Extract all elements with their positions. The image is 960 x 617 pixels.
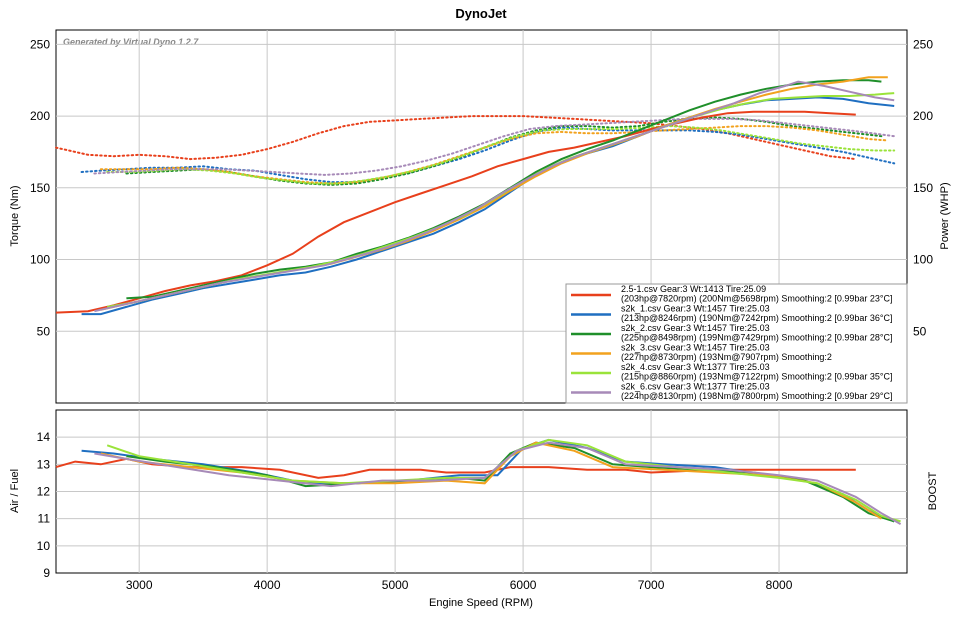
- legend-entry-name: s2k_2.csv Gear:3 Wt:1457 Tire:25.03: [621, 323, 770, 333]
- top-ytick-right: 150: [913, 181, 933, 195]
- bottom-ytick-left: 12: [37, 485, 51, 499]
- power-line-2.5-1: [55, 115, 857, 161]
- x-axis-label: Engine Speed (RPM): [429, 597, 533, 609]
- bottom-ylabel-left: Air / Fuel: [9, 469, 21, 513]
- torque-line-s2k_6: [94, 80, 895, 313]
- legend-entry-stats: (225hp@8498rpm) (199Nm@7429rpm) Smoothin…: [621, 333, 893, 343]
- top-ytick-left: 50: [37, 324, 51, 338]
- top-ytick-left: 100: [30, 253, 50, 267]
- top-ytick-right: 50: [913, 324, 927, 338]
- power-line-s2k_6: [93, 117, 896, 176]
- bottom-series: [55, 438, 902, 525]
- legend-entry-name: s2k_3.csv Gear:3 Wt:1457 Tire:25.03: [621, 343, 770, 353]
- top-ytick-right: 200: [913, 109, 933, 123]
- legend-entry-stats: (213hp@8246rpm) (190Nm@7242rpm) Smoothin…: [621, 313, 893, 323]
- power-line-s2k_4: [106, 125, 896, 185]
- xtick-label: 3000: [126, 578, 153, 592]
- top-ytick-right: 100: [913, 253, 933, 267]
- bottom-ytick-left: 13: [37, 457, 51, 471]
- xtick-label: 6000: [510, 578, 537, 592]
- legend-entry-name: s2k_4.csv Gear:3 Wt:1377 Tire:25.03: [621, 362, 770, 372]
- xtick-label: 5000: [382, 578, 409, 592]
- xtick-label: 7000: [638, 578, 665, 592]
- top-ylabel-left: Torque (Nm): [9, 185, 21, 246]
- top-ytick-left: 200: [30, 109, 50, 123]
- bottom-ylabel-right: BOOST: [927, 471, 939, 510]
- top-ytick-left: 150: [30, 181, 50, 195]
- bottom-tick-labels: 3000 4000 5000 6000 7000 8000 9 10 11 12 13 14: [37, 430, 793, 592]
- bottom-ytick-left: 10: [37, 539, 51, 553]
- top-ytick-left: 250: [30, 37, 50, 51]
- legend-box: [565, 283, 908, 404]
- legend-entry-stats: (215hp@8860rpm) (193Nm@7122rpm) Smoothin…: [621, 372, 893, 382]
- legend-entry-name: s2k_6.csv Gear:3 Wt:1377 Tire:25.03: [621, 382, 770, 392]
- legend-entry-stats: (227hp@8730rpm) (193Nm@7907rpm) Smoothin…: [621, 352, 832, 362]
- bottom-ytick-left: 11: [38, 512, 51, 526]
- legend-entry-name: s2k_1.csv Gear:3 Wt:1457 Tire:25.03: [621, 304, 770, 314]
- top-series: [55, 76, 896, 316]
- watermark: Generated by Virtual Dyno 1.2.7: [63, 37, 199, 47]
- afr-line-s2k_4: [106, 438, 901, 523]
- legend: 2.5-1.csv Gear:3 Wt:1413 Tire:25.09(203h…: [565, 283, 908, 404]
- top-ytick-right: 250: [913, 37, 933, 51]
- bottom-ytick-left: 9: [43, 566, 50, 580]
- top-ylabel-right: Power (WHP): [939, 182, 951, 249]
- legend-entry-stats: (224hp@8130rpm) (198Nm@7800rpm) Smoothin…: [621, 391, 893, 401]
- xtick-label: 4000: [254, 578, 281, 592]
- xtick-label: 8000: [766, 578, 793, 592]
- bottom-ytick-left: 14: [37, 430, 51, 444]
- afr-line-s2k_6: [94, 441, 902, 525]
- legend-entry-stats: (203hp@7820rpm) (200Nm@5698rpm) Smoothin…: [621, 294, 893, 304]
- power-line-s2k_1: [80, 126, 896, 184]
- top-tick-labels: 50 50 100 100 150 150 200 200 250 250: [30, 37, 933, 338]
- torque-line-2.5-1: [55, 110, 856, 314]
- chart-title: DynoJet: [455, 6, 507, 21]
- legend-entry-name: 2.5-1.csv Gear:3 Wt:1413 Tire:25.09: [621, 284, 766, 294]
